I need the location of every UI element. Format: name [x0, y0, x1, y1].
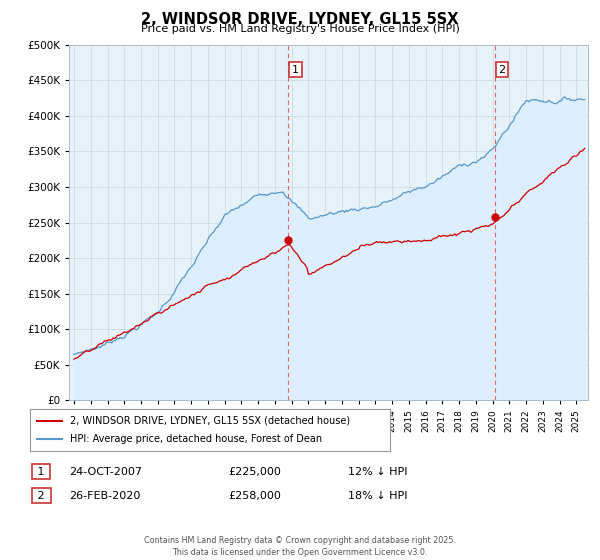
Text: £258,000: £258,000 [228, 491, 281, 501]
Text: Contains HM Land Registry data © Crown copyright and database right 2025.
This d: Contains HM Land Registry data © Crown c… [144, 536, 456, 557]
Text: 2, WINDSOR DRIVE, LYDNEY, GL15 5SX (detached house): 2, WINDSOR DRIVE, LYDNEY, GL15 5SX (deta… [70, 416, 350, 426]
Text: 1: 1 [34, 466, 48, 477]
Text: 2, WINDSOR DRIVE, LYDNEY, GL15 5SX: 2, WINDSOR DRIVE, LYDNEY, GL15 5SX [141, 12, 459, 27]
Text: 12% ↓ HPI: 12% ↓ HPI [348, 466, 407, 477]
Text: 2: 2 [499, 65, 506, 74]
Text: 24-OCT-2007: 24-OCT-2007 [69, 466, 142, 477]
Text: HPI: Average price, detached house, Forest of Dean: HPI: Average price, detached house, Fore… [70, 434, 322, 444]
Text: 1: 1 [292, 65, 299, 74]
Text: Price paid vs. HM Land Registry's House Price Index (HPI): Price paid vs. HM Land Registry's House … [140, 24, 460, 34]
Text: 2: 2 [34, 491, 49, 501]
Text: 18% ↓ HPI: 18% ↓ HPI [348, 491, 407, 501]
Text: £225,000: £225,000 [228, 466, 281, 477]
Text: 26-FEB-2020: 26-FEB-2020 [69, 491, 140, 501]
